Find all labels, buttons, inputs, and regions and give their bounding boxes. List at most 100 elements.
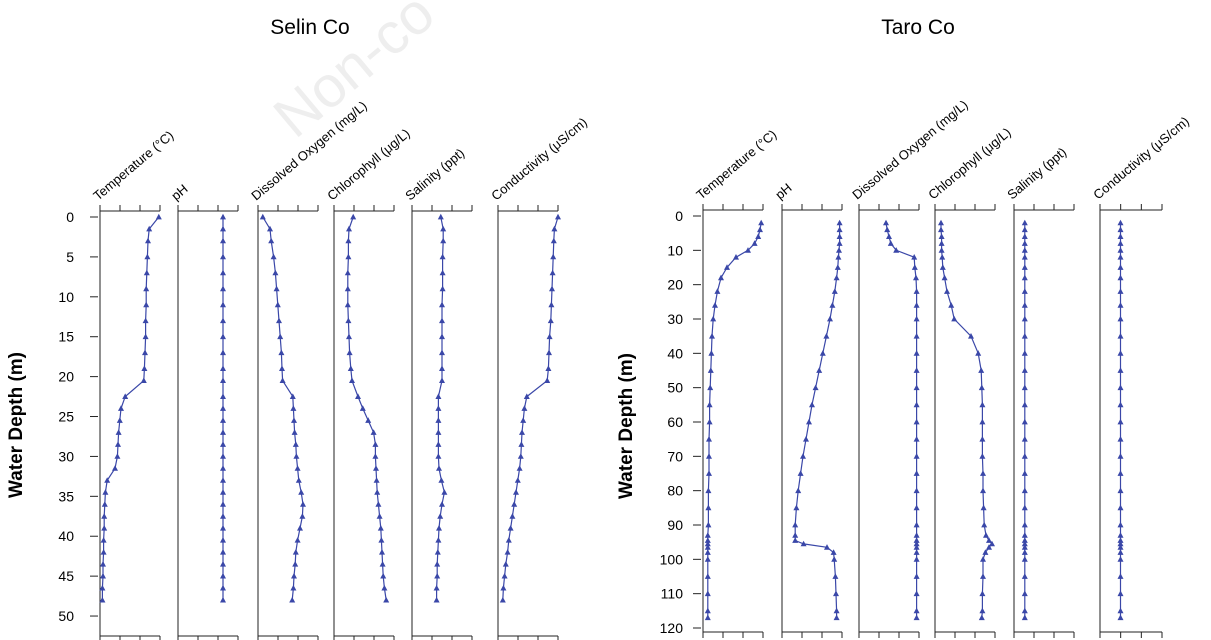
data-marker	[708, 350, 715, 356]
parameter-label: Chlorophyll (μg/L)	[324, 126, 412, 204]
data-marker	[298, 489, 305, 495]
data-marker	[1021, 254, 1028, 260]
data-marker	[705, 521, 712, 528]
data-marker	[220, 269, 226, 276]
taro-series-5: Salinity (ppt)	[1004, 144, 1075, 638]
data-marker	[346, 333, 352, 340]
data-marker	[913, 487, 920, 494]
data-marker	[523, 393, 530, 399]
data-marker	[1117, 532, 1124, 538]
data-marker	[913, 532, 920, 538]
data-marker	[1117, 487, 1124, 494]
data-marker	[809, 401, 815, 408]
data-marker	[359, 405, 366, 411]
data-marker	[887, 240, 894, 246]
data-marker	[294, 465, 301, 471]
data-marker	[833, 274, 840, 281]
data-marker	[913, 590, 920, 597]
data-marker	[797, 470, 804, 476]
data-marker	[793, 504, 800, 511]
data-marker	[291, 417, 297, 423]
data-marker	[1021, 556, 1028, 562]
data-marker	[833, 607, 840, 614]
data-marker	[101, 513, 108, 519]
selin-y-tick-label: 30	[58, 448, 74, 464]
data-marker	[220, 572, 226, 579]
data-marker	[274, 301, 281, 308]
data-marker	[724, 264, 730, 270]
data-marker	[714, 288, 721, 294]
data-marker	[142, 317, 149, 324]
data-marker	[1021, 614, 1028, 621]
data-marker	[115, 441, 121, 447]
data-marker	[1117, 350, 1124, 356]
data-marker	[913, 418, 920, 425]
data-marker	[704, 549, 711, 555]
data-marker	[982, 549, 989, 555]
data-marker	[938, 219, 944, 226]
data-marker	[346, 225, 352, 232]
data-marker	[913, 521, 920, 528]
profile-line	[940, 222, 993, 618]
parameter-label: pH	[772, 180, 794, 202]
data-marker	[913, 367, 920, 373]
data-marker	[884, 226, 891, 233]
data-marker	[979, 418, 986, 425]
data-marker	[886, 233, 892, 239]
data-marker	[101, 501, 108, 507]
data-marker	[435, 537, 442, 543]
data-marker	[220, 365, 226, 371]
data-marker	[1021, 453, 1028, 459]
data-marker	[733, 254, 739, 260]
data-marker	[500, 584, 507, 591]
data-marker	[297, 525, 303, 531]
data-marker	[913, 401, 920, 408]
data-marker	[439, 377, 445, 383]
data-marker	[836, 219, 843, 226]
selin-y-tick-label: 20	[58, 369, 74, 385]
data-marker	[441, 489, 448, 495]
data-marker	[1117, 274, 1124, 281]
data-marker	[100, 561, 106, 567]
data-marker	[378, 537, 385, 543]
data-marker	[279, 365, 285, 371]
data-marker	[1117, 521, 1124, 528]
selin-y-tick-label: 45	[58, 568, 74, 584]
data-marker	[373, 477, 380, 483]
data-marker	[276, 317, 282, 324]
data-marker	[1117, 233, 1124, 239]
data-marker	[220, 596, 226, 603]
data-marker	[550, 253, 557, 260]
data-marker	[1117, 453, 1124, 459]
data-marker	[1021, 288, 1028, 294]
data-marker	[948, 302, 955, 308]
data-marker	[435, 429, 442, 435]
data-marker	[1021, 315, 1028, 322]
data-marker	[347, 365, 354, 371]
data-marker	[220, 501, 226, 507]
data-marker	[548, 301, 555, 308]
data-marker	[795, 487, 802, 494]
data-marker	[1021, 219, 1028, 226]
selin-series-4: Chlorophyll (μg/L)	[324, 126, 413, 640]
data-marker	[1117, 544, 1124, 550]
data-marker	[830, 549, 837, 555]
data-marker	[220, 513, 226, 519]
data-marker	[941, 274, 948, 281]
data-marker	[220, 417, 226, 423]
data-marker	[706, 418, 713, 425]
selin-series-6: Conductivity (μS/cm)	[488, 115, 590, 640]
data-marker	[704, 556, 711, 562]
parameter-label: Salinity (ppt)	[402, 145, 467, 203]
data-marker	[1117, 537, 1124, 543]
data-marker	[913, 350, 920, 356]
data-marker	[102, 489, 109, 495]
data-marker	[220, 213, 226, 220]
data-marker	[365, 417, 372, 423]
data-marker	[1117, 556, 1124, 562]
taro-y-tick-label: 60	[667, 414, 683, 430]
data-marker	[99, 596, 106, 603]
data-marker	[220, 349, 226, 356]
data-marker	[345, 253, 352, 260]
data-marker	[1117, 226, 1124, 233]
